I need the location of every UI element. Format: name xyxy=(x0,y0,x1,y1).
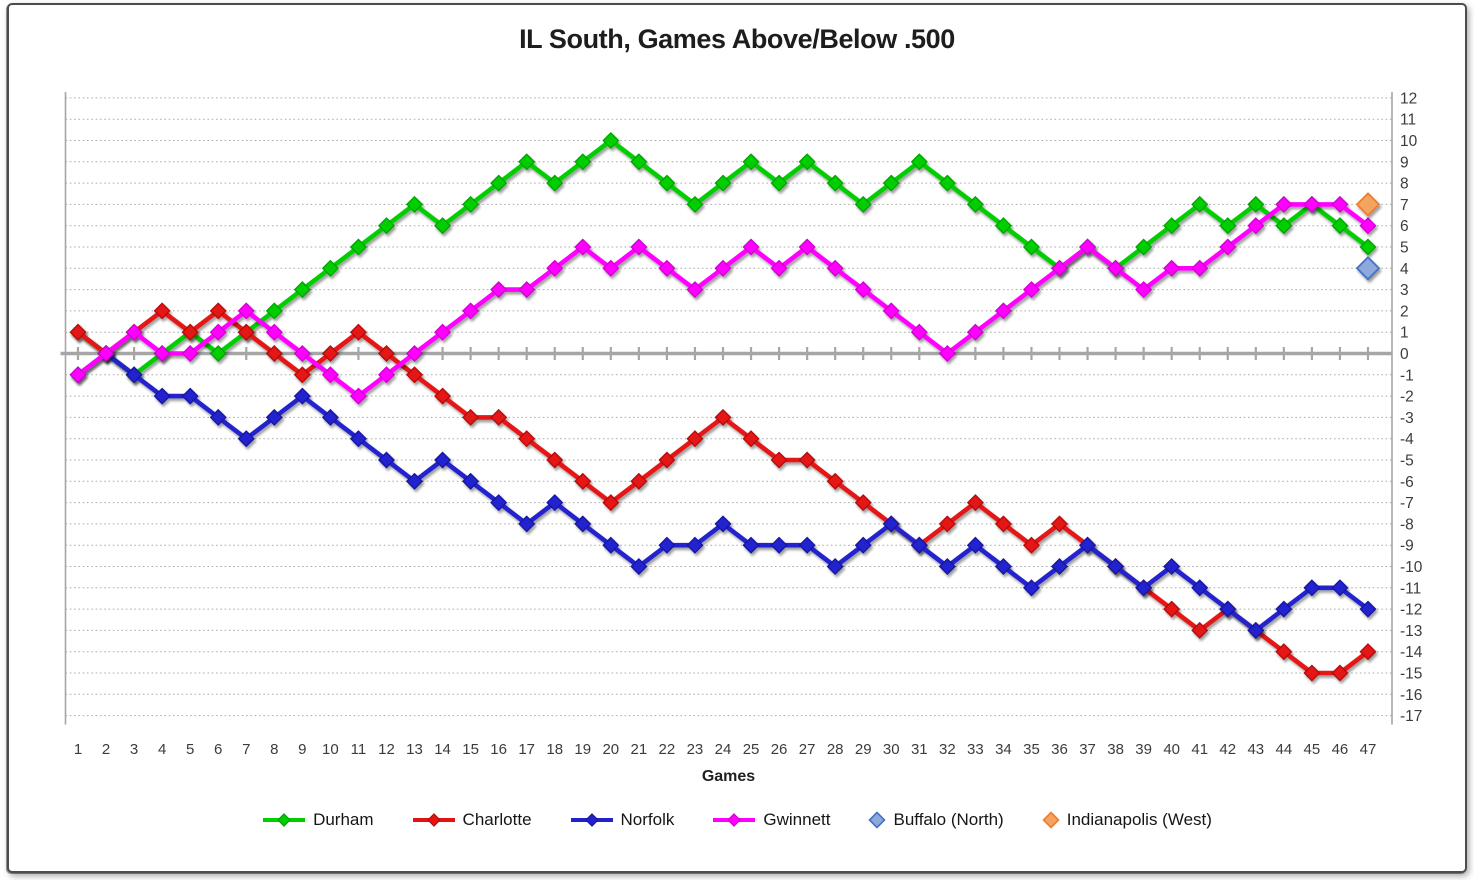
svg-text:-1: -1 xyxy=(1400,367,1414,384)
svg-text:45: 45 xyxy=(1304,741,1321,758)
svg-text:44: 44 xyxy=(1276,741,1293,758)
svg-text:7: 7 xyxy=(1400,197,1409,214)
svg-text:38: 38 xyxy=(1107,741,1124,758)
svg-text:12: 12 xyxy=(1400,90,1417,107)
svg-text:40: 40 xyxy=(1163,741,1180,758)
svg-text:33: 33 xyxy=(967,741,984,758)
legend: Durham Charlotte Norfolk Gwinnett Buffal… xyxy=(0,810,1474,830)
legend-item-charlotte: Charlotte xyxy=(412,810,532,830)
svg-text:47: 47 xyxy=(1360,741,1377,758)
svg-text:-3: -3 xyxy=(1400,410,1414,427)
svg-text:12: 12 xyxy=(378,741,395,758)
legend-label-durham: Durham xyxy=(313,810,374,829)
svg-text:43: 43 xyxy=(1247,741,1264,758)
svg-text:8: 8 xyxy=(1400,176,1409,193)
svg-text:4: 4 xyxy=(1400,261,1409,278)
svg-text:19: 19 xyxy=(574,741,591,758)
svg-text:13: 13 xyxy=(406,741,423,758)
svg-text:18: 18 xyxy=(546,741,563,758)
svg-text:3: 3 xyxy=(1400,282,1409,299)
svg-text:17: 17 xyxy=(518,741,535,758)
svg-text:-14: -14 xyxy=(1400,644,1423,661)
chart-title: IL South, Games Above/Below .500 xyxy=(519,24,955,54)
svg-text:7: 7 xyxy=(242,741,250,758)
charlotte-line-marker-icon xyxy=(412,811,456,829)
svg-text:4: 4 xyxy=(158,741,166,758)
svg-text:-13: -13 xyxy=(1400,623,1422,640)
svg-text:32: 32 xyxy=(939,741,956,758)
svg-text:28: 28 xyxy=(827,741,844,758)
svg-text:20: 20 xyxy=(602,741,619,758)
norfolk-line-marker-icon xyxy=(570,811,614,829)
indianapolis-diamond-icon xyxy=(1042,811,1060,829)
buffalo-diamond-icon xyxy=(868,811,887,829)
svg-text:5: 5 xyxy=(186,741,194,758)
svg-text:-5: -5 xyxy=(1400,453,1414,470)
svg-text:25: 25 xyxy=(743,741,760,758)
svg-text:37: 37 xyxy=(1079,741,1096,758)
legend-label-gwinnett: Gwinnett xyxy=(763,810,831,829)
svg-text:29: 29 xyxy=(855,741,872,758)
svg-text:-4: -4 xyxy=(1400,431,1414,448)
svg-text:41: 41 xyxy=(1191,741,1208,758)
svg-text:-11: -11 xyxy=(1400,580,1421,597)
svg-text:-12: -12 xyxy=(1400,602,1422,619)
svg-text:23: 23 xyxy=(687,741,704,758)
svg-text:24: 24 xyxy=(715,741,732,758)
svg-text:34: 34 xyxy=(995,741,1012,758)
svg-text:9: 9 xyxy=(1400,154,1409,171)
x-axis-title: Games xyxy=(701,768,756,785)
svg-text:2: 2 xyxy=(1400,303,1409,320)
legend-label-charlotte: Charlotte xyxy=(462,810,532,829)
legend-item-norfolk: Norfolk xyxy=(570,810,675,830)
legend-label-indianapolis: Indianapolis (West) xyxy=(1066,810,1212,829)
svg-text:35: 35 xyxy=(1023,741,1040,758)
svg-text:36: 36 xyxy=(1051,741,1068,758)
legend-label-norfolk: Norfolk xyxy=(620,810,675,829)
svg-text:16: 16 xyxy=(490,741,507,758)
svg-text:42: 42 xyxy=(1219,741,1236,758)
svg-text:15: 15 xyxy=(462,741,479,758)
svg-text:14: 14 xyxy=(434,741,451,758)
svg-text:39: 39 xyxy=(1135,741,1152,758)
svg-text:-2: -2 xyxy=(1400,389,1414,406)
svg-text:1: 1 xyxy=(74,741,82,758)
svg-text:30: 30 xyxy=(883,741,900,758)
svg-text:6: 6 xyxy=(1400,218,1409,235)
svg-text:11: 11 xyxy=(1400,112,1416,129)
svg-text:11: 11 xyxy=(351,741,367,758)
svg-text:-6: -6 xyxy=(1400,474,1414,491)
svg-text:22: 22 xyxy=(659,741,676,758)
legend-label-buffalo: Buffalo (North) xyxy=(893,810,1004,829)
svg-text:5: 5 xyxy=(1400,240,1409,257)
svg-text:10: 10 xyxy=(1400,133,1418,150)
svg-text:-16: -16 xyxy=(1400,687,1422,704)
svg-text:-8: -8 xyxy=(1400,516,1414,533)
legend-item-buffalo: Buffalo (North) xyxy=(868,810,1004,830)
legend-item-durham: Durham xyxy=(262,810,374,830)
svg-text:-7: -7 xyxy=(1400,495,1414,512)
svg-text:2: 2 xyxy=(102,741,110,758)
svg-text:6: 6 xyxy=(214,741,222,758)
svg-text:1: 1 xyxy=(1400,325,1409,342)
svg-text:3: 3 xyxy=(130,741,138,758)
svg-text:-17: -17 xyxy=(1400,708,1422,725)
svg-text:-9: -9 xyxy=(1400,538,1414,555)
svg-text:8: 8 xyxy=(270,741,278,758)
svg-text:0: 0 xyxy=(1400,346,1409,363)
svg-text:-15: -15 xyxy=(1400,666,1422,683)
legend-item-indianapolis: Indianapolis (West) xyxy=(1042,810,1212,830)
durham-line-marker-icon xyxy=(262,811,306,829)
svg-text:10: 10 xyxy=(322,741,339,758)
svg-text:21: 21 xyxy=(631,741,648,758)
plot-area: 1211109876543210-1-2-3-4-5-6-7-8-9-10-11… xyxy=(60,90,1423,758)
svg-text:46: 46 xyxy=(1332,741,1349,758)
svg-text:26: 26 xyxy=(771,741,788,758)
svg-text:-10: -10 xyxy=(1400,559,1423,576)
svg-text:31: 31 xyxy=(911,741,928,758)
legend-item-gwinnett: Gwinnett xyxy=(712,810,830,830)
gwinnett-line-marker-icon xyxy=(712,811,756,829)
svg-text:9: 9 xyxy=(298,741,306,758)
svg-text:27: 27 xyxy=(799,741,816,758)
